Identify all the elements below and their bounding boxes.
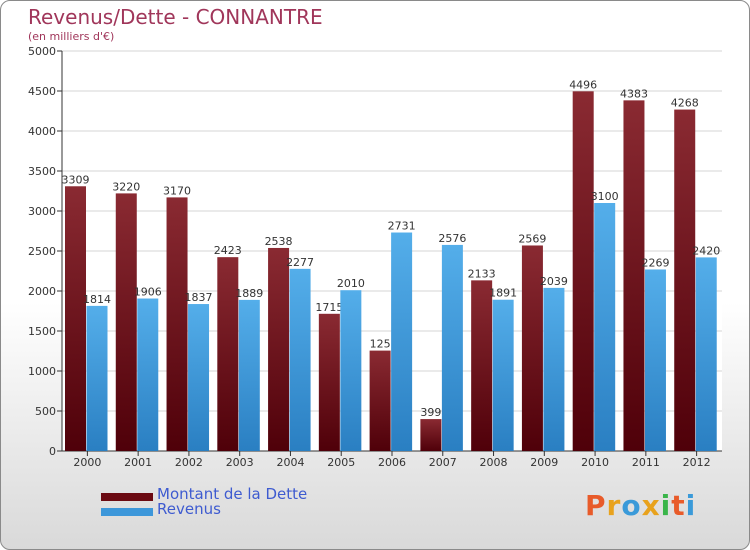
- bar-dette: [674, 109, 696, 451]
- bar-dette: [521, 245, 543, 451]
- bar-dette: [369, 350, 391, 451]
- bar-dette: [217, 257, 239, 451]
- legend-label-revenus: Revenus: [157, 500, 221, 518]
- data-label: 1906: [134, 286, 162, 299]
- y-tick-label: 4000: [28, 125, 56, 138]
- logo-letter: i: [660, 489, 672, 522]
- y-tick-label: 2000: [28, 285, 56, 298]
- x-tick-label: 2007: [429, 456, 457, 469]
- x-tick-label: 2003: [226, 456, 254, 469]
- data-label: 125: [370, 338, 391, 351]
- bar-dette: [572, 91, 594, 451]
- data-label: 4383: [620, 87, 648, 100]
- y-tick-label: 3000: [28, 205, 56, 218]
- proxiti-logo: Proxiti: [585, 489, 696, 522]
- y-tick-label: 3500: [28, 165, 56, 178]
- data-label: 2420: [692, 244, 720, 257]
- data-label: 3100: [591, 190, 619, 203]
- bar-revenus: [644, 269, 666, 451]
- bar-revenus: [340, 290, 362, 451]
- x-tick-label: 2011: [632, 456, 660, 469]
- bar-revenus: [543, 287, 565, 451]
- bar-dette: [623, 100, 645, 452]
- bar-dette: [268, 247, 290, 451]
- x-tick-label: 2004: [276, 456, 304, 469]
- bar-dette: [166, 197, 188, 451]
- y-tick-label: 2500: [28, 245, 56, 258]
- logo-letter: t: [671, 489, 686, 522]
- data-label: 2039: [540, 275, 568, 288]
- data-label: 2731: [388, 220, 416, 233]
- x-tick-label: 2001: [124, 456, 152, 469]
- data-label: 3309: [62, 173, 90, 186]
- logo-letter: o: [621, 489, 642, 522]
- data-label: 1891: [489, 287, 517, 300]
- x-tick-label: 2006: [378, 456, 406, 469]
- x-tick-label: 2008: [480, 456, 508, 469]
- y-tick-label: 500: [35, 405, 56, 418]
- bar-dette: [318, 313, 340, 451]
- data-label: 3220: [112, 180, 140, 193]
- data-label: 2010: [337, 277, 365, 290]
- bar-revenus: [391, 232, 413, 451]
- y-tick-label: 1500: [28, 325, 56, 338]
- legend-swatch-revenus: [101, 508, 153, 516]
- data-label: 3170: [163, 184, 191, 197]
- bar-revenus: [238, 299, 260, 451]
- x-tick-label: 2000: [73, 456, 101, 469]
- data-label: 1889: [235, 287, 263, 300]
- data-label: 2133: [468, 267, 496, 280]
- bar-revenus: [188, 304, 210, 451]
- y-tick-label: 1000: [28, 365, 56, 378]
- bar-revenus: [695, 257, 717, 451]
- chart-subtitle: (en milliers d'€): [28, 30, 115, 43]
- logo-letter: x: [641, 489, 661, 522]
- x-tick-label: 2009: [530, 456, 558, 469]
- chart-title: Revenus/Dette - CONNANTRE: [28, 5, 323, 29]
- data-label: 4496: [569, 78, 597, 91]
- logo-letter: r: [606, 489, 622, 522]
- bar-dette: [471, 280, 493, 451]
- logo-letter: P: [585, 489, 607, 522]
- data-label: 1715: [315, 301, 343, 314]
- data-label: 2423: [214, 244, 242, 257]
- x-tick-label: 2012: [683, 456, 711, 469]
- bar-revenus: [86, 305, 108, 451]
- y-tick-label: 0: [49, 445, 56, 458]
- x-tick-label: 2010: [581, 456, 609, 469]
- bar-dette: [115, 193, 137, 451]
- bar-dette: [420, 419, 442, 451]
- data-label: 399: [420, 406, 441, 419]
- data-label: 2277: [286, 256, 314, 269]
- data-label: 1837: [185, 291, 213, 304]
- bar-dette: [65, 186, 86, 451]
- logo-letter: i: [685, 489, 697, 522]
- data-label: 1814: [83, 293, 111, 306]
- data-label: 2538: [265, 235, 293, 248]
- data-label: 2569: [518, 232, 546, 245]
- bar-revenus: [594, 203, 616, 451]
- y-tick-label: 4500: [28, 85, 56, 98]
- legend-swatch-dette: [101, 493, 153, 501]
- legend-label-dette: Montant de la Dette: [157, 485, 308, 503]
- data-label: 2576: [438, 232, 466, 245]
- x-tick-label: 2005: [327, 456, 355, 469]
- x-tick-label: 2002: [175, 456, 203, 469]
- bar-revenus: [492, 299, 514, 451]
- data-label: 2269: [641, 256, 669, 269]
- bar-revenus: [441, 244, 463, 451]
- y-tick-label: 5000: [28, 45, 56, 58]
- bar-revenus: [137, 298, 159, 451]
- bar-revenus: [289, 268, 311, 451]
- data-label: 4268: [671, 97, 699, 110]
